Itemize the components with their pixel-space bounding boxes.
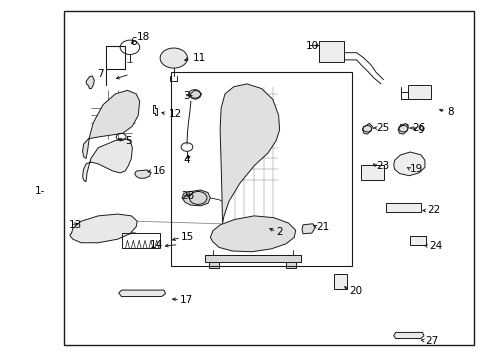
Polygon shape [362, 123, 371, 134]
Text: 10: 10 [305, 41, 318, 50]
Polygon shape [135, 170, 151, 178]
Bar [409, 236, 425, 245]
Text: 6: 6 [130, 37, 136, 47]
Text: 5: 5 [125, 136, 131, 145]
Text: 13: 13 [69, 220, 82, 230]
Text: 1-: 1- [35, 186, 45, 196]
Text: 25: 25 [375, 123, 388, 133]
Text: 16: 16 [153, 166, 166, 176]
Text: 4: 4 [183, 155, 190, 165]
Polygon shape [397, 123, 407, 134]
Bar [209, 262, 219, 268]
Text: 21: 21 [316, 222, 329, 231]
Bar [333, 274, 346, 289]
Bar [205, 255, 300, 262]
Polygon shape [220, 84, 279, 223]
Bar [64, 12, 473, 345]
Text: 24: 24 [428, 241, 441, 251]
Bar [286, 262, 296, 268]
Text: 9: 9 [417, 125, 424, 135]
Text: 3: 3 [183, 91, 190, 101]
Text: 8: 8 [446, 107, 452, 117]
Polygon shape [82, 90, 140, 158]
Bar [122, 233, 159, 248]
Text: 7: 7 [97, 69, 103, 79]
Polygon shape [210, 216, 295, 252]
Text: 26: 26 [412, 123, 425, 133]
Text: 28: 28 [181, 191, 194, 201]
Polygon shape [182, 190, 210, 206]
Text: 17: 17 [180, 295, 193, 305]
Text: 2: 2 [276, 227, 282, 237]
Text: 14: 14 [149, 239, 163, 249]
Text: 18: 18 [137, 32, 150, 41]
Bar [171, 72, 351, 266]
Polygon shape [302, 224, 315, 234]
Text: 27: 27 [424, 336, 437, 346]
Polygon shape [189, 90, 201, 99]
Bar [360, 165, 383, 180]
Text: 12: 12 [168, 109, 182, 119]
Polygon shape [393, 152, 424, 176]
Polygon shape [153, 105, 157, 116]
Polygon shape [86, 76, 94, 89]
Text: 20: 20 [348, 286, 362, 296]
Polygon shape [119, 290, 165, 297]
Polygon shape [399, 125, 407, 132]
Bar [407, 85, 430, 99]
Text: 23: 23 [375, 161, 388, 171]
Text: 11: 11 [193, 53, 206, 63]
Polygon shape [70, 214, 137, 243]
Polygon shape [393, 332, 423, 338]
Circle shape [160, 48, 187, 68]
Text: 15: 15 [181, 232, 194, 242]
Bar [318, 41, 343, 62]
Text: 19: 19 [409, 164, 423, 174]
Bar [385, 203, 420, 212]
Polygon shape [82, 139, 132, 182]
Text: 22: 22 [427, 206, 440, 216]
